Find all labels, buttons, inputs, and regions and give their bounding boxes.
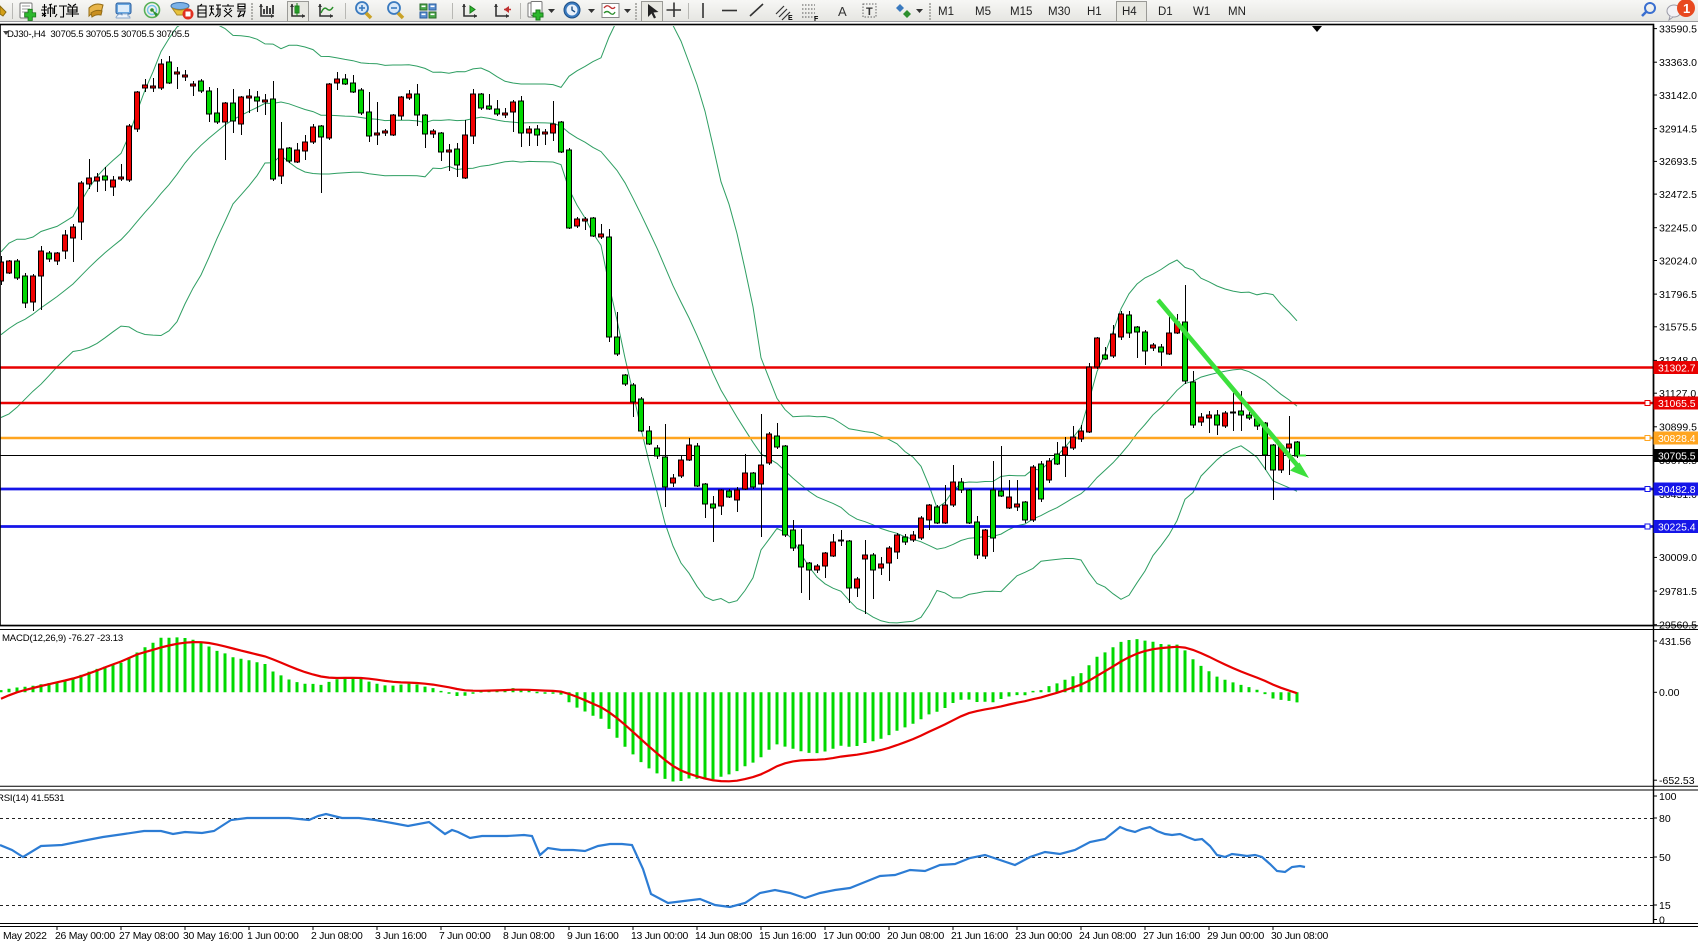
- svg-text:15 Jun 16:00: 15 Jun 16:00: [759, 931, 817, 942]
- svg-text:14 Jun 08:00: 14 Jun 08:00: [695, 931, 753, 942]
- svg-text:29560.5: 29560.5: [1659, 620, 1697, 632]
- svg-text:32914.5: 32914.5: [1659, 123, 1697, 135]
- svg-text:0: 0: [1659, 914, 1665, 926]
- svg-text:30482.8: 30482.8: [1658, 485, 1696, 496]
- svg-text:50: 50: [1659, 852, 1671, 864]
- svg-text:26 May 00:00: 26 May 00:00: [55, 931, 115, 942]
- svg-text:31796.5: 31796.5: [1659, 289, 1697, 301]
- svg-text:T: T: [866, 6, 873, 18]
- svg-text:30828.4: 30828.4: [1658, 434, 1696, 445]
- svg-text:431.56: 431.56: [1659, 636, 1691, 648]
- svg-text:30225.4: 30225.4: [1658, 522, 1696, 533]
- svg-text:8 Jun 08:00: 8 Jun 08:00: [503, 931, 555, 942]
- svg-text:F: F: [814, 16, 819, 22]
- svg-text:29781.5: 29781.5: [1659, 586, 1697, 598]
- svg-text:3 Jun 16:00: 3 Jun 16:00: [375, 931, 427, 942]
- svg-text:DJ30-,H4 30705.5 30705.5 3070: DJ30-,H4 30705.5 30705.5 30705.5 30705.5: [7, 29, 189, 40]
- svg-text:1 Jun 00:00: 1 Jun 00:00: [247, 931, 299, 942]
- svg-text:23 Jun 00:00: 23 Jun 00:00: [1015, 931, 1073, 942]
- svg-text:13 Jun 00:00: 13 Jun 00:00: [631, 931, 689, 942]
- svg-text:H1: H1: [1087, 6, 1102, 18]
- svg-text:30009.0: 30009.0: [1659, 552, 1697, 564]
- svg-text:24 Jun 08:00: 24 Jun 08:00: [1079, 931, 1137, 942]
- svg-text:31302.7: 31302.7: [1658, 363, 1696, 374]
- svg-text:32693.5: 32693.5: [1659, 156, 1697, 168]
- svg-text:W1: W1: [1193, 6, 1210, 18]
- svg-text:31065.5: 31065.5: [1658, 399, 1696, 410]
- svg-text:32245.0: 32245.0: [1659, 223, 1697, 235]
- svg-text:31575.5: 31575.5: [1659, 322, 1697, 334]
- svg-text:May 2022: May 2022: [3, 931, 47, 942]
- svg-text:100: 100: [1659, 791, 1677, 803]
- svg-text:M15: M15: [1010, 6, 1032, 18]
- svg-text:27 May 08:00: 27 May 08:00: [119, 931, 179, 942]
- svg-text:M5: M5: [975, 6, 991, 18]
- svg-text:33590.5: 33590.5: [1659, 23, 1697, 35]
- svg-text:21 Jun 16:00: 21 Jun 16:00: [951, 931, 1009, 942]
- svg-text:H4: H4: [1122, 6, 1137, 18]
- svg-text:D1: D1: [1158, 6, 1173, 18]
- svg-text:15: 15: [1659, 900, 1671, 912]
- svg-text:RSI(14) 41.5531: RSI(14) 41.5531: [0, 793, 64, 804]
- svg-text:30899.5: 30899.5: [1659, 422, 1697, 434]
- svg-text:1: 1: [1683, 1, 1690, 16]
- svg-text:9 Jun 16:00: 9 Jun 16:00: [567, 931, 619, 942]
- svg-text:32472.5: 32472.5: [1659, 189, 1697, 201]
- svg-text:30 Jun 08:00: 30 Jun 08:00: [1271, 931, 1329, 942]
- svg-text:80: 80: [1659, 813, 1671, 825]
- svg-text:0.00: 0.00: [1659, 687, 1680, 699]
- svg-text:MACD(12,26,9) -76.27 -23.13: MACD(12,26,9) -76.27 -23.13: [2, 633, 123, 644]
- svg-text:30 May 16:00: 30 May 16:00: [183, 931, 243, 942]
- svg-text:M1: M1: [938, 6, 954, 18]
- svg-text:20 Jun 08:00: 20 Jun 08:00: [887, 931, 945, 942]
- svg-text:33363.0: 33363.0: [1659, 57, 1697, 69]
- svg-text:27 Jun 16:00: 27 Jun 16:00: [1143, 931, 1201, 942]
- svg-text:29 Jun 00:00: 29 Jun 00:00: [1207, 931, 1265, 942]
- svg-text:30705.5: 30705.5: [1658, 451, 1696, 462]
- svg-text:32024.0: 32024.0: [1659, 255, 1697, 267]
- svg-text:M30: M30: [1048, 6, 1070, 18]
- svg-text:E: E: [788, 15, 793, 22]
- svg-text:33142.0: 33142.0: [1659, 90, 1697, 102]
- svg-text:2 Jun 08:00: 2 Jun 08:00: [311, 931, 363, 942]
- svg-text:-652.53: -652.53: [1659, 775, 1695, 787]
- svg-text:A: A: [838, 4, 847, 19]
- svg-text:17 Jun 00:00: 17 Jun 00:00: [823, 931, 881, 942]
- svg-text:MN: MN: [1228, 6, 1246, 18]
- svg-text:7 Jun 00:00: 7 Jun 00:00: [439, 931, 491, 942]
